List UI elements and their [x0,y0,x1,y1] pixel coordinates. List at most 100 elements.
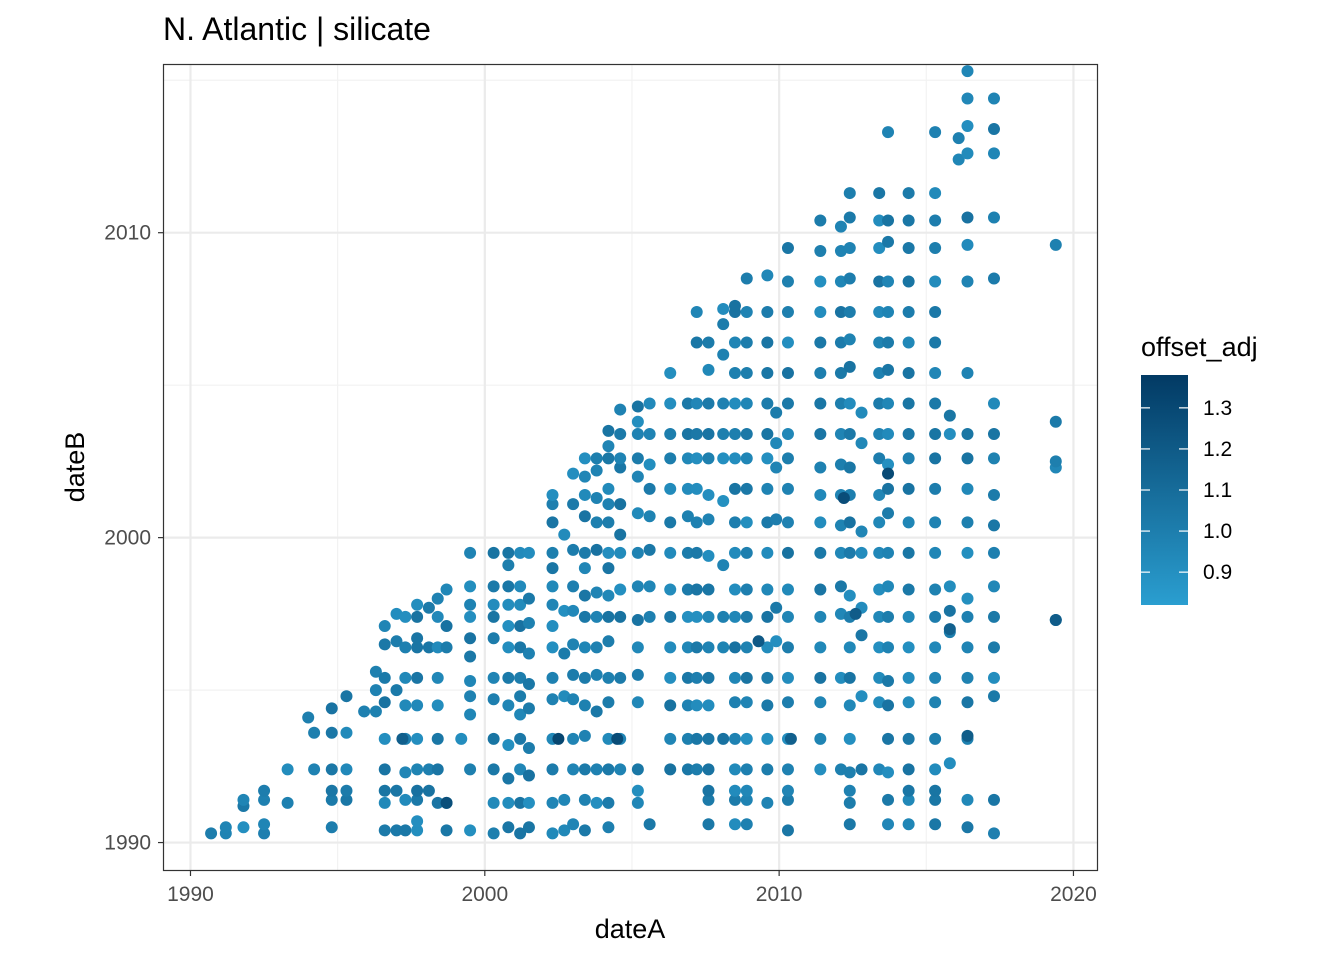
data-point [487,546,500,559]
x-tick-label: 1990 [167,883,214,906]
data-point [681,671,694,684]
data-point [987,671,1000,684]
legend-tick-label: 1.1 [1203,479,1232,502]
data-point [929,126,942,139]
data-point [761,269,774,282]
data-point [781,583,794,596]
data-point [728,793,741,806]
legend-tick-label: 1.3 [1203,397,1232,420]
data-point [546,620,559,633]
data-point [702,427,715,440]
data-point [761,796,774,809]
data-point [602,546,615,559]
data-point [902,641,915,654]
data-point [902,427,915,440]
data-point [882,397,895,410]
data-point [873,214,886,227]
data-point [717,452,730,465]
data-point [390,824,403,837]
data-point [631,546,644,559]
data-point [308,763,321,776]
data-point [761,397,774,410]
data-point [590,543,603,556]
data-point [631,452,644,465]
data-point [590,763,603,776]
data-point [631,641,644,654]
data-point [522,796,535,809]
data-point [740,516,753,529]
data-point [514,671,527,684]
data-point [882,305,895,318]
data-point [837,491,850,504]
data-point [943,623,956,636]
data-point [961,671,974,684]
data-point [514,580,527,593]
data-point [378,696,391,709]
data-point [690,452,703,465]
data-point [728,452,741,465]
data-point [631,696,644,709]
data-point [902,187,915,200]
data-point [546,693,559,706]
data-point [643,397,656,410]
data-point [882,363,895,376]
data-point [882,766,895,779]
data-point [219,821,232,834]
data-point [487,693,500,706]
y-axis-title: dateB [60,432,90,503]
data-point [567,498,580,511]
data-point [814,366,827,379]
data-point [502,620,515,633]
data-point [987,827,1000,840]
legend-title: offset_adj [1141,332,1258,362]
data-point [902,732,915,745]
data-point [522,592,535,605]
data-point [717,732,730,745]
data-point [205,827,218,840]
data-point [602,635,615,648]
data-point [546,598,559,611]
data-point [814,336,827,349]
data-point [961,275,974,288]
data-point [590,641,603,654]
data-point [643,818,656,831]
data-point [464,598,477,611]
data-point [873,546,886,559]
data-point [602,498,615,511]
data-point [614,452,627,465]
data-point [502,671,515,684]
data-point [378,732,391,745]
data-point [717,495,730,508]
data-point [664,763,677,776]
data-point [843,671,856,684]
x-tick-label: 2010 [756,883,803,906]
x-axis-title: dateA [595,914,666,944]
data-point [643,610,656,623]
data-point [961,696,974,709]
data-point [740,305,753,318]
data-point [558,528,571,541]
data-point [664,482,677,495]
data-point [929,784,942,797]
x-tick-label: 2000 [461,883,508,906]
data-point [502,821,515,834]
data-point [602,732,615,745]
data-point [814,641,827,654]
data-point [690,516,703,529]
data-point [902,214,915,227]
data-point [431,699,444,712]
data-point [411,610,424,623]
data-point [690,671,703,684]
data-point [1049,613,1062,626]
data-point [943,409,956,422]
data-point [258,827,271,840]
data-point [340,690,353,703]
data-point [643,580,656,593]
data-point [664,699,677,712]
data-point [411,671,424,684]
data-point [952,153,965,166]
data-point [740,763,753,776]
data-point [843,766,856,779]
data-point [681,452,694,465]
